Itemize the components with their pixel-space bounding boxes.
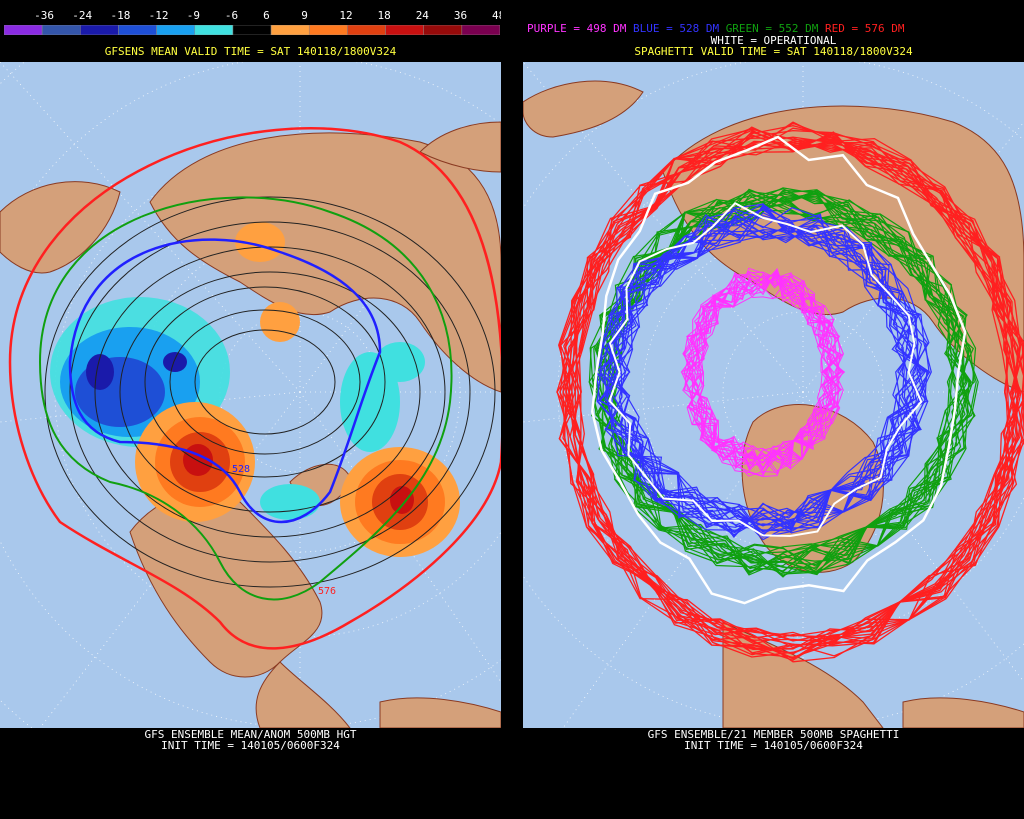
ensemble-mean-panel: -36 -24 -18 -12 -9 -6 6 9 12 18 24 36 48 GFSENS MEAN… bbox=[0, 0, 505, 819]
colorbar-tick-label: 9 bbox=[301, 9, 308, 22]
colorbar-tick-label: -9 bbox=[186, 9, 201, 22]
contour-528 bbox=[68, 238, 382, 524]
height-contours bbox=[44, 196, 496, 588]
mean-footer-title: GFS ENSEMBLE MEAN/ANOM 500MB HGT bbox=[144, 728, 357, 741]
colorbar-labels: -36 -24 -18 -12 -9 -6 6 9 12 18 24 36 48 bbox=[0, 9, 505, 22]
colorbar-swatch bbox=[232, 25, 272, 35]
colorbar-tick-label: -24 bbox=[72, 9, 93, 22]
colorbar-tick-label: -12 bbox=[148, 9, 169, 22]
legend-purple: PURPLE = 498 DM bbox=[527, 22, 627, 35]
contour-576 bbox=[8, 127, 501, 650]
spaghetti-line bbox=[591, 135, 967, 605]
spaghetti-line bbox=[688, 275, 843, 460]
spaghetti-map bbox=[523, 62, 1024, 728]
spaghetti-panel: PURPLE = 498 DM BLUE = 528 DM GREEN = 55… bbox=[523, 0, 1024, 819]
colorbar-tick-label: 12 bbox=[339, 9, 353, 22]
colorbar-swatch bbox=[118, 25, 157, 35]
colorbar-swatch bbox=[461, 25, 500, 35]
legend-green: GREEN = 552 DM bbox=[725, 22, 819, 35]
spaghetti-legend-colors: PURPLE = 498 DM BLUE = 528 DM GREEN = 55… bbox=[527, 23, 905, 35]
spaghetti-valid-time: SPAGHETTI VALID TIME = SAT 140118/1800V3… bbox=[634, 45, 913, 58]
mean-footer-init: INIT TIME = 140105/0600F324 bbox=[161, 739, 340, 752]
mean-valid-time: GFSENS MEAN VALID TIME = SAT 140118/1800… bbox=[104, 45, 397, 58]
spaghetti-line bbox=[599, 207, 928, 521]
legend-blue: BLUE = 528 DM bbox=[632, 22, 720, 35]
colorbar-swatch bbox=[80, 25, 119, 35]
colorbar-swatch bbox=[41, 25, 81, 35]
colorbar-tick-label: 36 bbox=[453, 9, 468, 22]
spaghetti-line bbox=[558, 131, 1021, 657]
spaghetti-line bbox=[599, 206, 931, 526]
spaghetti-contours bbox=[556, 121, 1024, 663]
colorbar-swatch bbox=[156, 25, 196, 35]
colorbar-tick-label: 6 bbox=[263, 9, 270, 22]
spaghetti-line bbox=[608, 201, 923, 538]
legend-red: RED = 576 DM bbox=[825, 22, 905, 35]
panel-divider bbox=[501, 0, 523, 819]
colorbar-tick-label: 18 bbox=[377, 9, 391, 22]
colorbar-tick-label: -18 bbox=[110, 9, 131, 22]
contour-label-528: 528 bbox=[232, 464, 250, 475]
colorbar-swatch bbox=[347, 25, 386, 35]
colorbar-swatch bbox=[385, 25, 424, 35]
anomaly-colorbar bbox=[4, 25, 500, 35]
colorbar-tick-label: -6 bbox=[224, 9, 239, 22]
ensemble-mean-map: 528 576 bbox=[0, 62, 501, 728]
colorbar-swatch bbox=[423, 25, 463, 35]
spaghetti-line bbox=[577, 121, 1024, 650]
legend-white: WHITE = OPERATIONAL bbox=[710, 34, 837, 47]
contour-label-576: 576 bbox=[318, 586, 336, 597]
spaghetti-line bbox=[683, 282, 844, 472]
spaghetti-footer-init: INIT TIME = 140105/0600F324 bbox=[684, 739, 863, 752]
contour-552 bbox=[38, 196, 453, 601]
colorbar-swatch bbox=[270, 25, 310, 35]
colorbar-swatch bbox=[308, 25, 348, 35]
spaghetti-footer-title: GFS ENSEMBLE/21 MEMBER 500MB SPAGHETTI bbox=[647, 728, 900, 741]
colorbar-swatch bbox=[4, 25, 43, 35]
colorbar-swatch bbox=[194, 25, 234, 35]
colorbar-tick-label: 24 bbox=[415, 9, 429, 22]
colorbar-tick-label: -36 bbox=[34, 9, 55, 22]
